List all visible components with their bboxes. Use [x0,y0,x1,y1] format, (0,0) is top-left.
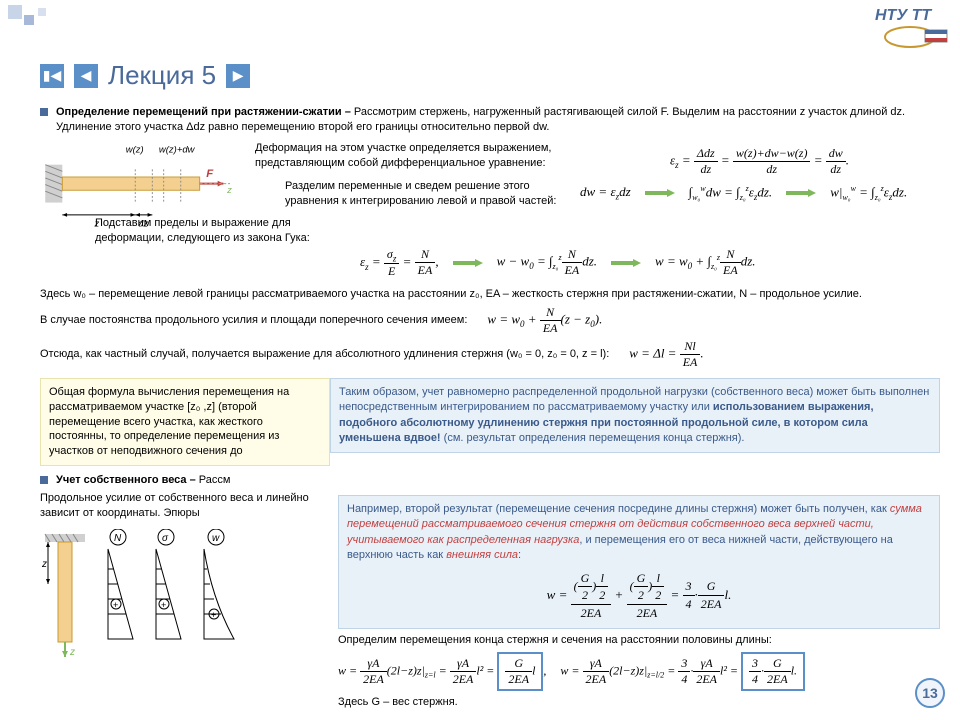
yellow-note: Общая формула вычисления перемещения на … [40,378,330,466]
nav-next-button[interactable]: ▶ [226,64,250,88]
bullet-icon [40,476,48,484]
svg-text:+: + [161,600,166,610]
svg-text:w(z)+dw: w(z)+dw [159,144,196,155]
intro-text: Определение перемещений при растяжении-с… [56,105,940,135]
epure-sigma: σ + [146,529,186,644]
top-decoration [0,0,960,30]
arrow-icon [611,257,641,269]
text-hooke: Подставим пределы и выражение для деформ… [95,216,345,246]
epure-N: N + [98,529,138,644]
svg-text:F: F [206,168,214,180]
svg-text:w: w [212,533,220,544]
lecture-header: ▮◀ ◀ Лекция 5 ▶ [40,60,250,91]
logo: НТУ ТТ [870,2,950,52]
page-number: 13 [915,678,945,708]
text-w0: Здесь w₀ – перемещение левой границы рас… [40,287,940,302]
text-abs-elong: Отсюда, как частный случай, получается в… [40,347,609,362]
weight-heading: Учет собственного веса – Рассм [56,473,230,488]
text-G: Здесь G – вес стержня. [338,695,940,710]
text-linear: Продольное усилие от собственного веса и… [40,491,330,521]
formula-epsilon: εz = Δdzdz = w(z)+dw−w(z)dz = dwdz. [670,146,849,177]
text-const: В случае постоянства продольного усилия … [40,313,467,328]
arrow-icon [453,257,483,269]
svg-text:НТУ ТТ: НТУ ТТ [875,7,932,24]
text-deformation: Деформация на этом участке определяется … [255,141,565,171]
arrow-icon [645,187,675,199]
bullet-icon [40,108,48,116]
epure-w: w + [194,529,239,644]
svg-text:z: z [41,559,47,570]
svg-text:w(z): w(z) [126,144,144,155]
svg-text:σ: σ [162,533,169,544]
nav-prev-button[interactable]: ◀ [74,64,98,88]
formula-delta-l: w = Δl = NlEA. [629,339,703,370]
arrow-icon [786,187,816,199]
svg-text:z: z [69,647,75,658]
weight-rod-diagram: z z [40,529,90,659]
svg-text:N: N [114,533,122,544]
formula-row-3: εz = σzE = NEA, w − w0 = ∫z₀zNEAdz. w = … [360,247,940,279]
svg-text:z: z [226,185,232,196]
formula-final: w = γA2EA(2l−z)z|z=l = γA2EAl² = G2EAl, … [338,652,940,691]
blue-note-2: Например, второй результат (перемещение … [338,495,940,629]
page-title: Лекция 5 [108,60,216,91]
text-integrate: Разделим переменные и сведем решение это… [285,179,575,209]
blue-note-1: Таким образом, учет равномерно распредел… [330,378,940,454]
svg-text:+: + [113,600,118,610]
text-determine: Определим перемещения конца стержня и се… [338,633,940,648]
nav-first-button[interactable]: ▮◀ [40,64,64,88]
svg-text:+: + [211,610,216,620]
formula-row-2: dw = εzdz ∫w₀wdw = ∫z₀zεzdz. w|w₀w = ∫z₀… [580,184,907,202]
formula-const: w = w0 + NEA(z − z0). [487,305,602,336]
main-content: Определение перемещений при растяжении-с… [40,105,940,710]
